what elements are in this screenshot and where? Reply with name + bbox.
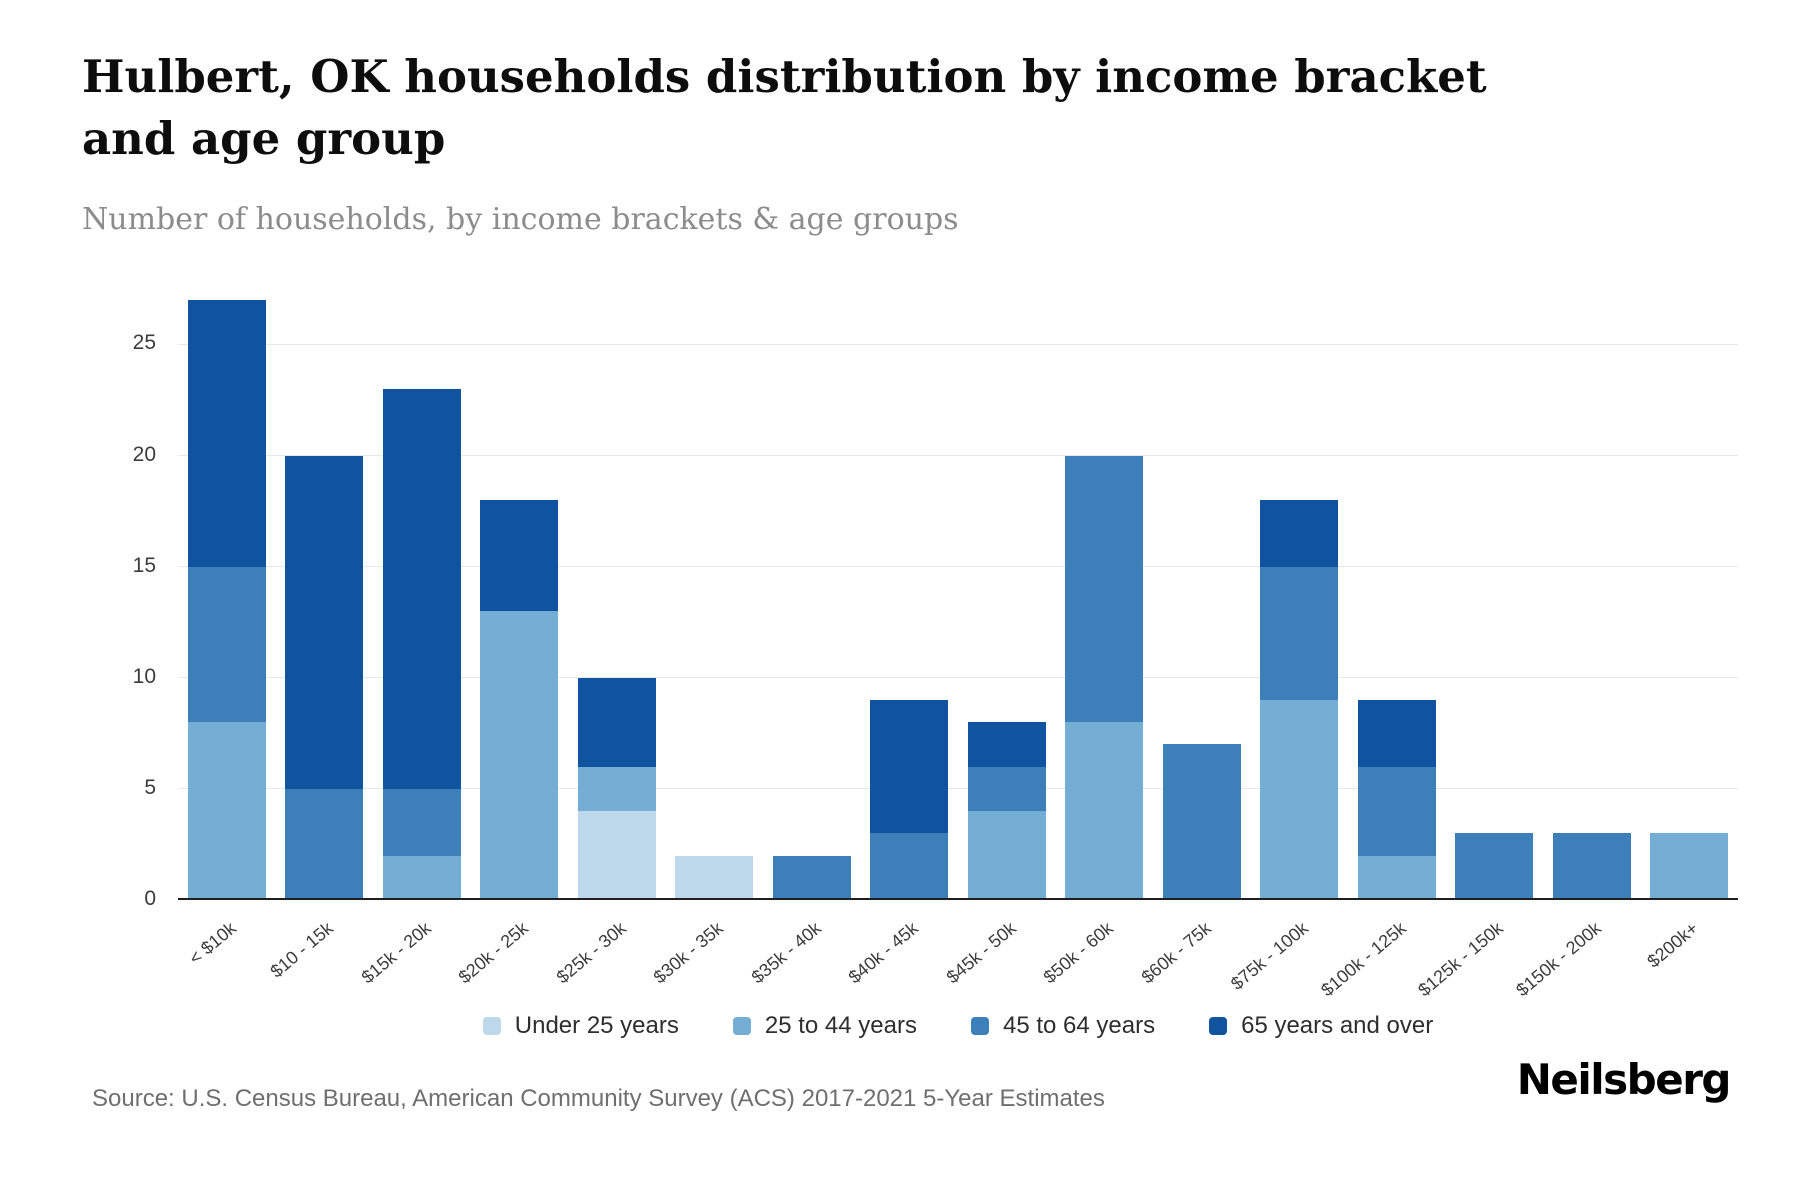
bar-segment[interactable] bbox=[285, 455, 364, 789]
bar-segment[interactable] bbox=[577, 766, 656, 812]
bar-segment[interactable] bbox=[1357, 700, 1436, 767]
bar-segment[interactable] bbox=[1260, 700, 1339, 900]
legend-swatch bbox=[1209, 1017, 1228, 1035]
bar-segment[interactable] bbox=[772, 855, 851, 900]
y-tick-label: 10 bbox=[132, 664, 156, 688]
bar-segment[interactable] bbox=[382, 788, 461, 856]
bar-segment[interactable] bbox=[480, 611, 559, 900]
legend-label: Under 25 years bbox=[514, 1012, 679, 1039]
source-attribution: Source: U.S. Census Bureau, American Com… bbox=[92, 1085, 1105, 1112]
bar-segment[interactable] bbox=[1357, 766, 1436, 856]
bar-segment[interactable] bbox=[1162, 744, 1241, 900]
plot-area: 0 5 10 15 20 25 < $10k $10 - 15k $15k - 20k $20k … bbox=[133, 300, 1738, 1000]
y-tick-label: 20 bbox=[132, 442, 156, 466]
bar-segment[interactable] bbox=[870, 700, 949, 834]
page-subtitle: Number of households, by income brackets… bbox=[82, 202, 959, 237]
bar-segment[interactable] bbox=[187, 300, 266, 567]
y-tick-label: 5 bbox=[144, 775, 156, 799]
gridline bbox=[178, 677, 1738, 679]
bar-segment[interactable] bbox=[187, 722, 266, 900]
bar-segment[interactable] bbox=[967, 766, 1046, 812]
bar-segment[interactable] bbox=[187, 566, 266, 723]
legend-swatch bbox=[970, 1017, 989, 1035]
neilsberg-logo: Neilsberg bbox=[1516, 1055, 1732, 1104]
bar-segment[interactable] bbox=[1552, 833, 1631, 900]
y-tick-label: 15 bbox=[132, 553, 156, 577]
bar-segment[interactable] bbox=[382, 855, 461, 900]
bar-segment[interactable] bbox=[577, 677, 656, 767]
legend-item[interactable]: Under 25 years bbox=[482, 1012, 679, 1040]
chart-legend: Under 25 years 25 to 44 years 45 to 64 yea… bbox=[178, 1012, 1738, 1040]
bar-segment[interactable] bbox=[480, 500, 559, 612]
gridline bbox=[178, 566, 1738, 568]
bar-segment[interactable] bbox=[967, 722, 1046, 767]
legend-label: 45 to 64 years bbox=[1002, 1012, 1156, 1039]
page-title: Hulbert, OK households distribution by i… bbox=[82, 50, 1487, 166]
bar-segment[interactable] bbox=[577, 811, 656, 900]
bar-segment[interactable] bbox=[1260, 566, 1339, 700]
legend-item[interactable]: 65 years and over bbox=[1209, 1012, 1433, 1040]
x-axis-line bbox=[178, 898, 1738, 900]
legend-item[interactable]: 25 to 44 years bbox=[732, 1012, 917, 1040]
bar-segment[interactable] bbox=[870, 833, 949, 900]
bar-segment[interactable] bbox=[1260, 500, 1339, 567]
legend-item[interactable]: 45 to 64 years bbox=[970, 1012, 1156, 1040]
bar-segment[interactable] bbox=[1357, 855, 1436, 900]
y-tick-label: 25 bbox=[132, 331, 156, 355]
bar-segment[interactable] bbox=[675, 855, 754, 900]
legend-label: 25 to 44 years bbox=[764, 1012, 917, 1039]
gridline bbox=[178, 788, 1738, 790]
bar-segment[interactable] bbox=[1455, 833, 1534, 900]
bar-segment[interactable] bbox=[1065, 722, 1144, 900]
bar-segment[interactable] bbox=[382, 388, 461, 789]
bar-segment[interactable] bbox=[1065, 455, 1144, 723]
legend-label: 65 years and over bbox=[1241, 1012, 1434, 1039]
bar-segment[interactable] bbox=[285, 788, 364, 900]
bar-segment[interactable] bbox=[967, 811, 1046, 900]
gridline bbox=[178, 455, 1738, 457]
legend-swatch bbox=[482, 1017, 501, 1035]
gridline bbox=[178, 343, 1738, 345]
legend-swatch bbox=[732, 1017, 751, 1035]
y-tick-label: 0 bbox=[144, 887, 156, 910]
bar-segment[interactable] bbox=[1650, 833, 1729, 900]
